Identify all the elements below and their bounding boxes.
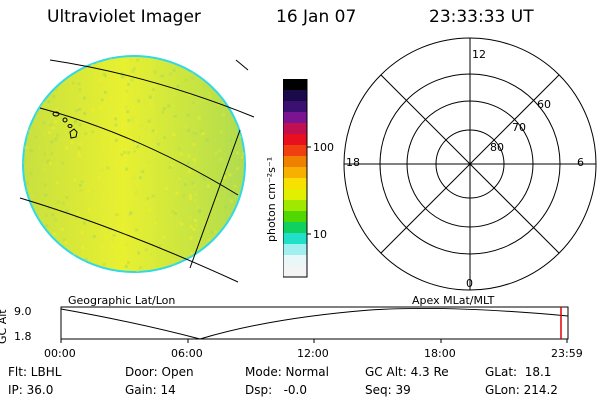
colorbar-cell (283, 167, 307, 179)
strip-xtick: 06:00 (171, 347, 203, 360)
lat-label-70: 70 (512, 121, 526, 134)
earth-noise (23, 56, 245, 272)
status-gain: Gain: 14 (125, 383, 176, 397)
strip-ymin-label: 1.8 (14, 330, 32, 343)
colorbar-cell (283, 79, 307, 91)
status-glon: GLon: 214.2 (485, 383, 558, 397)
image-time: 23:33:33 UT (429, 7, 534, 27)
earth-disk (22, 55, 246, 273)
colorbar-cell (283, 244, 307, 256)
colorbar-tick-100: 100 (313, 141, 334, 154)
grid-line (19, 197, 239, 283)
mlt-label-18: 18 (346, 156, 360, 169)
colorbar-cell (283, 211, 307, 223)
colorbar-tick-10: 10 (313, 228, 327, 241)
strip-xtick: 00:00 (44, 347, 76, 360)
strip-xtick: 23:59 (551, 347, 583, 360)
earth-panel-label: Geographic Lat/Lon (68, 294, 176, 307)
grid-line (189, 129, 241, 269)
strip-xtick: 12:00 (297, 347, 329, 360)
status-seq: Seq: 39 (365, 383, 411, 397)
polar-ring-50 (343, 37, 597, 291)
altitude-curve (60, 307, 569, 340)
strip-ymax-label: 9.0 (14, 305, 32, 318)
colorbar-cell (283, 90, 307, 102)
colorbar-cell (283, 200, 307, 212)
colorbar-cell (283, 222, 307, 234)
polar-axis-diagonal (380, 74, 560, 254)
colorbar-cell (283, 255, 307, 267)
colorbar-cell (283, 101, 307, 113)
colorbar-cell (283, 123, 307, 135)
status-dsp: Dsp: -0.0 (245, 383, 308, 397)
colorbar-cell (283, 145, 307, 157)
status-door: Door: Open (125, 365, 194, 379)
status-gc-alt: GC Alt: 4.3 Re (365, 365, 449, 379)
app-title: Ultraviolet Imager (47, 7, 201, 27)
polar-ring-70 (406, 100, 534, 228)
polar-panel-label: Apex MLat/MLT (412, 294, 495, 307)
colorbar-cell (283, 266, 307, 278)
colorbar-cell (283, 134, 307, 146)
mlt-label-0: 0 (466, 277, 473, 290)
colorbar-cell (283, 233, 307, 245)
status-filter: Flt: LBHL (8, 365, 62, 379)
grid-tick (235, 59, 249, 71)
colorbar-cell (283, 112, 307, 124)
colorbar-cell (283, 156, 307, 168)
mlt-label-6: 6 (577, 156, 584, 169)
grid-line (39, 107, 239, 196)
strip-axis-label: GC Alt (0, 309, 9, 344)
colorbar-cell (283, 178, 307, 190)
strip-xtick: 18:00 (424, 347, 456, 360)
island-outline (52, 111, 78, 139)
polar-axis-diagonal (380, 74, 560, 254)
polar-ring-60 (379, 73, 561, 255)
geographic-grid (19, 59, 255, 283)
colorbar-unit-label: photon cm⁻²s⁻¹ (265, 156, 278, 242)
image-date: 16 Jan 07 (276, 7, 357, 27)
status-glat: GLat: 18.1 (485, 365, 552, 379)
grid-line (49, 59, 255, 118)
lat-label-60: 60 (537, 98, 551, 111)
colorbar-cell (283, 189, 307, 201)
mlt-label-12: 12 (472, 48, 486, 61)
altitude-strip-frame (60, 306, 569, 340)
status-ip: IP: 36.0 (8, 383, 54, 397)
colorbar (283, 79, 311, 278)
lat-label-80: 80 (490, 141, 504, 154)
status-mode: Mode: Normal (245, 365, 329, 379)
